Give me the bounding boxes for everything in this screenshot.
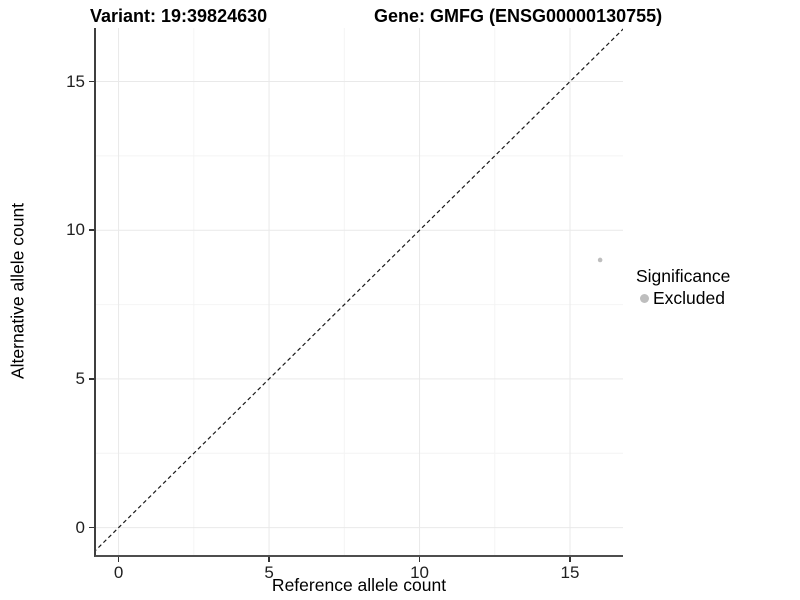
x-axis-tick (569, 557, 571, 562)
variant-title: Variant: 19:39824630 (90, 6, 268, 26)
y-axis-tick-label: 5 (75, 368, 85, 388)
legend-point-icon (640, 294, 649, 303)
identity-dashed-line (96, 28, 623, 551)
x-axis-tick-label: 10 (410, 563, 429, 582)
legend: Significance Excluded (636, 266, 730, 308)
plot-canvas (96, 28, 623, 555)
gene-title: Gene: GMFG (ENSG00000130755) (374, 6, 663, 26)
x-axis-tick (117, 557, 120, 562)
y-axis-tick-label: 0 (75, 517, 85, 537)
y-axis-tick (89, 229, 94, 231)
data-point (597, 257, 603, 263)
x-axis-title: Reference allele count (271, 575, 447, 595)
legend-item-label: Excluded (653, 288, 725, 308)
x-axis-tick-label: 5 (264, 563, 274, 582)
plot-panel (94, 28, 623, 557)
y-axis-tick-label: 15 (66, 71, 85, 91)
legend-title: Significance (636, 266, 731, 286)
y-axis-tick-label: 10 (66, 220, 85, 240)
x-axis-tick-label: 15 (560, 563, 580, 582)
legend-item-excluded: Excluded (636, 288, 730, 308)
y-axis-tick (89, 526, 94, 529)
y-axis-tick (89, 80, 94, 83)
x-axis-tick-label: 0 (113, 563, 124, 582)
x-axis-tick (268, 557, 270, 562)
x-axis-tick (418, 557, 421, 562)
y-axis-tick (89, 378, 94, 380)
